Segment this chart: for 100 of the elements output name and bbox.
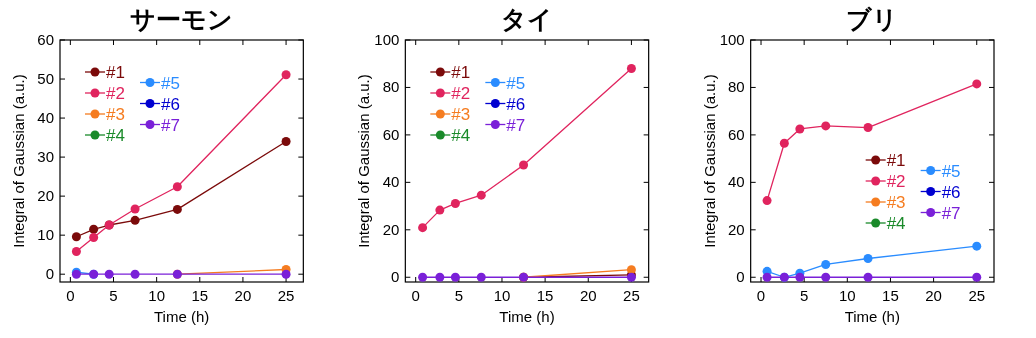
y-tick-label: 20: [727, 220, 745, 238]
chart-title: タイ: [501, 5, 553, 33]
y-axis-title: Integral of Gaussian (a.u.): [355, 74, 373, 248]
legend-label: #2: [451, 84, 471, 103]
y-tick-label: 80: [382, 78, 400, 96]
point: [795, 124, 805, 134]
y-tick-label: 20: [382, 220, 400, 238]
y-tick-label: 0: [736, 268, 745, 286]
point: [821, 121, 831, 131]
y-tick-label: 30: [37, 148, 54, 166]
x-tick-label: 10: [838, 287, 856, 304]
point: [626, 265, 636, 275]
legend-label: #5: [941, 161, 961, 181]
y-tick-label: 60: [382, 125, 400, 143]
point: [972, 241, 982, 251]
x-tick-label: 10: [148, 287, 165, 304]
y-tick-label: 40: [727, 173, 745, 191]
point: [863, 123, 873, 133]
x-tick-label: 5: [454, 287, 463, 304]
point: [450, 272, 460, 282]
x-tick-label: 20: [234, 287, 252, 304]
y-tick-label: 60: [37, 31, 54, 48]
point: [281, 136, 291, 146]
legend-label: #7: [161, 115, 180, 135]
y-tick-label: 50: [37, 70, 54, 88]
legend-label: #3: [886, 193, 906, 212]
point: [519, 160, 529, 170]
x-tick-label: 0: [411, 287, 420, 304]
point: [863, 254, 873, 264]
x-tick-label: 0: [66, 287, 75, 304]
point: [779, 138, 789, 148]
legend-label: #1: [451, 63, 471, 82]
point: [418, 223, 428, 233]
point: [104, 269, 114, 279]
y-axis-title: Integral of Gaussian (a.u.): [700, 74, 718, 248]
x-axis-title: Time (h): [499, 308, 555, 325]
chart-title: サーモン: [130, 5, 234, 33]
point: [821, 259, 831, 269]
legend-label: #4: [886, 214, 906, 233]
y-tick-label: 0: [390, 268, 400, 286]
point: [762, 272, 772, 282]
x-tick-label: 15: [536, 287, 554, 304]
x-tick-label: 5: [109, 287, 118, 304]
y-tick-label: 40: [37, 109, 54, 127]
x-axis-title: Time (h): [844, 308, 900, 325]
point: [172, 182, 182, 192]
x-tick-label: 25: [968, 287, 986, 304]
legend-label: #1: [106, 63, 125, 82]
y-tick-label: 100: [374, 31, 400, 48]
point: [435, 272, 445, 282]
point: [795, 272, 805, 282]
point: [435, 205, 445, 215]
point: [821, 272, 831, 282]
point: [418, 272, 428, 282]
x-tick-label: 0: [756, 287, 766, 304]
y-tick-label: 60: [727, 125, 745, 143]
y-tick-label: 80: [727, 78, 745, 96]
legend-label: #2: [886, 172, 906, 191]
y-tick-label: 0: [45, 265, 54, 283]
y-tick-label: 10: [37, 226, 54, 244]
point: [89, 233, 99, 242]
point: [972, 272, 982, 282]
x-tick-label: 20: [925, 287, 942, 304]
point: [71, 247, 81, 257]
point: [130, 204, 140, 214]
legend-label: #6: [506, 94, 526, 114]
point: [130, 215, 140, 225]
legend-label: #5: [506, 73, 526, 93]
x-tick-label: 15: [191, 287, 209, 304]
legend-label: #7: [941, 203, 961, 223]
y-axis-title: Integral of Gaussian (a.u.): [10, 74, 27, 248]
legend-label: #6: [161, 94, 180, 114]
point: [130, 269, 140, 279]
point: [476, 272, 486, 282]
point: [762, 196, 772, 206]
point: [71, 232, 81, 242]
legend-label: #5: [161, 73, 180, 93]
legend-label: #6: [941, 182, 961, 202]
point: [281, 70, 291, 80]
x-tick-label: 10: [493, 287, 511, 304]
point: [450, 198, 460, 208]
y-tick-label: 40: [382, 173, 400, 191]
legend-label: #4: [451, 126, 471, 145]
y-tick-label: 20: [37, 187, 54, 205]
x-axis-title: Time (h): [154, 308, 210, 325]
x-tick-label: 15: [882, 287, 899, 304]
point: [863, 272, 873, 282]
legend-label: #2: [106, 84, 125, 103]
legend-label: #3: [106, 105, 125, 124]
legend-label: #1: [886, 151, 906, 170]
point: [281, 269, 291, 279]
x-tick-label: 20: [579, 287, 597, 304]
point: [476, 190, 486, 200]
x-tick-label: 5: [799, 287, 809, 304]
point: [626, 63, 636, 73]
legend-label: #4: [106, 126, 125, 145]
legend-label: #3: [451, 105, 471, 124]
point: [972, 79, 982, 89]
legend-label: #7: [506, 115, 526, 135]
y-tick-label: 100: [719, 31, 745, 48]
